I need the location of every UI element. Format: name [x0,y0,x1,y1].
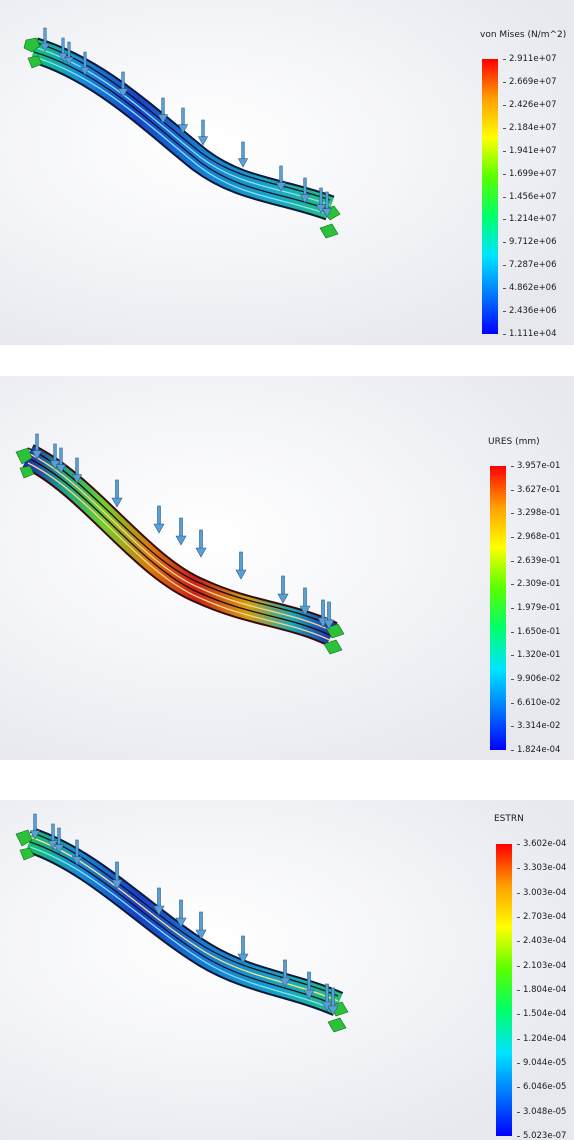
tick-label: 2.184e+07 [503,122,557,133]
tick-label: 2.426e+07 [503,99,557,110]
tick-label: 5.023e-07 [516,1131,567,1140]
tick-label: 9.906e-02 [510,674,561,684]
beam-model [15,813,349,1033]
tick-label: 2.103e-04 [516,960,567,971]
tick-label: 1.804e-04 [516,985,567,995]
tick-label: 4.862e+06 [503,283,557,294]
legend-title: URES (mm) [488,437,540,447]
tick-label: 2.968e-01 [510,532,561,542]
tick-label: 6.046e-05 [516,1082,567,1093]
tick-label: 3.048e-05 [516,1106,567,1117]
tick-label: 9.044e-05 [516,1058,567,1068]
color-bar [490,466,506,750]
tick-label: 1.941e+07 [503,145,557,156]
tick-label: 1.456e+07 [503,191,557,202]
tick-label: 2.309e-01 [510,579,561,590]
tick-label: 3.314e-02 [510,721,561,732]
tick-label: 1.504e-04 [516,1009,567,1020]
color-bar [496,844,512,1136]
tick-label: 6.610e-02 [510,697,561,708]
tick-label: 7.287e+06 [503,260,557,271]
tick-label: 1.214e+07 [503,214,557,225]
tick-label: 2.669e+07 [503,76,557,87]
tick-label: 1.111e+04 [503,329,557,339]
tick-label: 1.650e-01 [510,626,561,637]
tick-label: 2.436e+06 [503,306,557,317]
tick-label: 3.003e-04 [516,887,567,898]
ures-plot-panel: URES (mm) 3.957e-01 3.627e-01 3.298e-01 2.9… [0,376,574,760]
legend-title: von Mises (N/m^2) [480,30,567,40]
tick-label: 9.712e+06 [503,237,557,248]
tick-label: 1.979e-01 [510,603,561,613]
tick-label: 3.957e-01 [510,461,561,471]
tick-label: 2.703e-04 [516,912,567,922]
tick-label: 1.320e-01 [510,650,561,661]
tick-label: 3.627e-01 [510,484,561,495]
legend-title: ESTRN [494,814,524,824]
von-mises-plot-panel: von Mises (N/m^2) 2.911e+07 2.669e+07 2.42… [0,0,574,345]
tick-label: 1.824e-04 [510,745,561,755]
beam-model [23,27,341,239]
tick-label: 3.602e-04 [516,839,567,849]
tick-label: 1.699e+07 [503,168,557,179]
beam-model [15,433,345,655]
estrn-plot-panel: ESTRN 3.602e-04 3.303e-04 3.003e-04 2.703e-… [0,800,574,1140]
color-bar [482,59,498,334]
tick-label: 3.303e-04 [516,863,567,874]
tick-label: 1.204e-04 [516,1033,567,1044]
tick-label: 2.911e+07 [503,54,557,64]
tick-label: 3.298e-01 [510,508,561,519]
tick-label: 2.403e-04 [516,936,567,947]
tick-label: 2.639e-01 [510,555,561,566]
